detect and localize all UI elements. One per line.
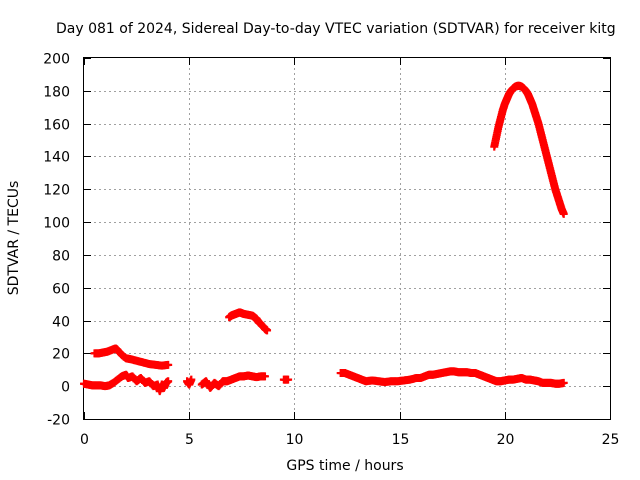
data-point xyxy=(559,209,568,218)
data-point xyxy=(260,372,269,381)
data-point xyxy=(284,375,293,384)
y-tick-label: -20 xyxy=(47,413,70,429)
data-point xyxy=(559,378,568,387)
series-low-mid xyxy=(183,371,269,392)
x-tick-label: 5 xyxy=(185,432,194,448)
data-point xyxy=(263,326,272,335)
y-tick-label: 60 xyxy=(52,282,70,298)
y-tick-label: 100 xyxy=(43,216,70,232)
y-axis-ticks: -20 0 20 40 60 80 100 120 140 160 180 200 xyxy=(43,52,610,429)
data-point xyxy=(164,377,173,386)
y-tick-label: 0 xyxy=(61,380,70,396)
x-tick-label: 25 xyxy=(602,432,620,448)
y-tick-label: 180 xyxy=(43,85,70,101)
x-tick-label: 10 xyxy=(286,432,304,448)
series-upper-late xyxy=(490,81,568,218)
x-tick-label: 0 xyxy=(80,432,89,448)
series-low-late xyxy=(336,367,568,388)
series-upper-mid xyxy=(225,308,272,335)
series-low-early xyxy=(80,370,173,396)
y-tick-label: 20 xyxy=(52,347,70,363)
series-upper-early xyxy=(90,344,173,370)
x-axis-ticks: 0 5 10 15 20 25 xyxy=(80,58,619,448)
y-axis-label: SDTVAR / TECUs xyxy=(6,181,22,296)
chart-title: Day 081 of 2024, Sidereal Day-to-day VTE… xyxy=(56,21,616,37)
series-low-isolated xyxy=(279,375,293,384)
data-points xyxy=(80,81,568,396)
y-tick-label: 160 xyxy=(43,118,70,134)
x-axis-label: GPS time / hours xyxy=(286,458,403,474)
y-tick-label: 140 xyxy=(43,150,70,166)
x-tick-label: 15 xyxy=(392,432,410,448)
y-tick-label: 40 xyxy=(52,315,70,331)
y-tick-label: 120 xyxy=(43,183,70,199)
plot-area-border xyxy=(83,57,611,420)
x-tick-label: 20 xyxy=(497,432,515,448)
y-tick-label: 80 xyxy=(52,249,70,265)
data-point xyxy=(187,375,196,384)
y-tick-label: 200 xyxy=(43,52,70,68)
grid-lines xyxy=(84,58,610,419)
data-point xyxy=(164,360,173,369)
